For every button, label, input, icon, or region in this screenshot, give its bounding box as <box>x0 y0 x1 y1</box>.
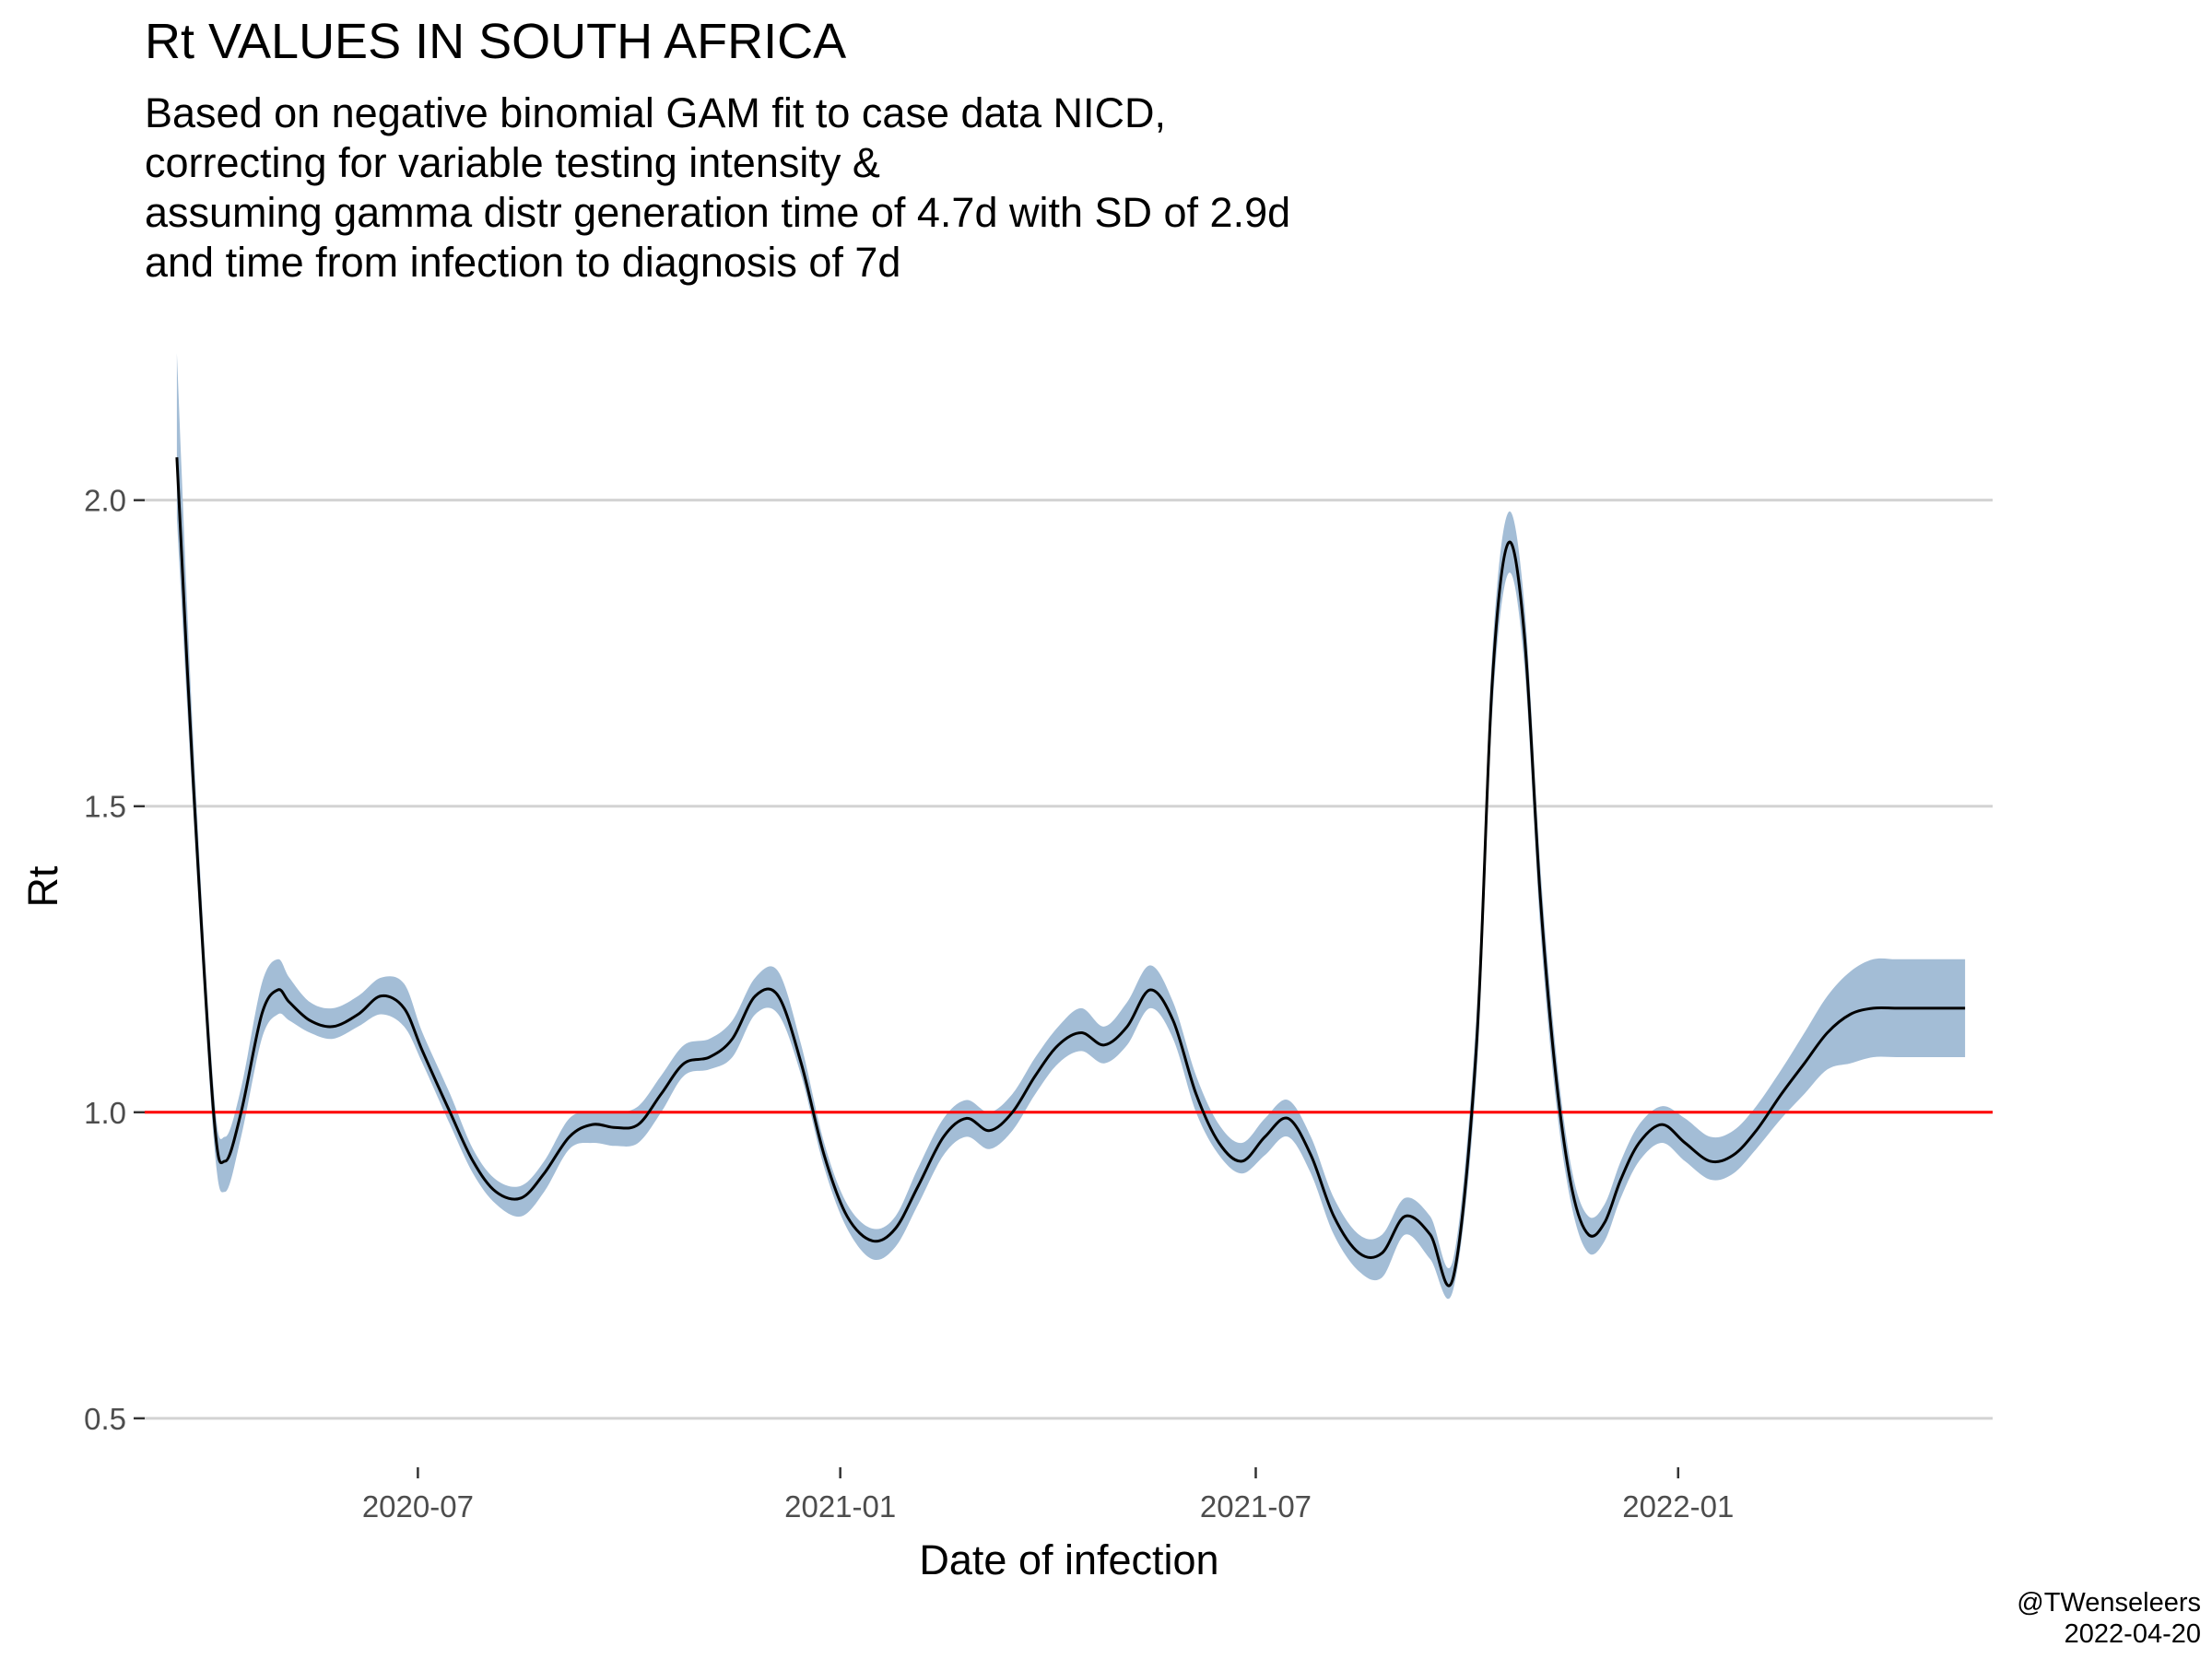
chart-title: Rt VALUES IN SOUTH AFRICA <box>145 14 847 69</box>
confidence-ribbon <box>176 353 1966 1300</box>
chart-subtitle: Based on negative binomial GAM fit to ca… <box>145 88 1290 288</box>
x-tick-label: 2020-07 <box>362 1489 474 1524</box>
y-tick-label: 2.0 <box>84 484 126 518</box>
y-tick-label: 1.0 <box>84 1096 126 1130</box>
axis-layer: 0.5 1.0 1.5 2.0 2020-07 2021-01 2021-07 2022-01 <box>84 484 1734 1524</box>
x-axis-title: Date of infection <box>919 1536 1218 1583</box>
x-tick-label: 2021-01 <box>784 1489 896 1524</box>
subtitle-line-2: correcting for variable testing intensit… <box>145 139 880 186</box>
subtitle-line-1: Based on negative binomial GAM fit to ca… <box>145 89 1167 136</box>
ribbon-layer <box>176 353 1966 1300</box>
y-tick-label: 0.5 <box>84 1402 126 1436</box>
subtitle-line-4: and time from infection to diagnosis of … <box>145 239 901 286</box>
y-axis-title: Rt <box>19 865 66 907</box>
caption-author: @TWenseleers <box>2017 1588 2201 1618</box>
caption: @TWenseleers 2022-04-20 <box>2017 1587 2201 1650</box>
grid-layer <box>145 499 1993 1420</box>
subtitle-line-3: assuming gamma distr generation time of … <box>145 189 1291 236</box>
x-tick-label: 2021-07 <box>1200 1489 1312 1524</box>
line-layer <box>175 457 1966 1288</box>
caption-date: 2022-04-20 <box>2064 1619 2201 1649</box>
x-tick-label: 2022-01 <box>1622 1489 1734 1524</box>
rt-line <box>175 457 1966 1288</box>
y-tick-label: 1.5 <box>84 790 126 824</box>
